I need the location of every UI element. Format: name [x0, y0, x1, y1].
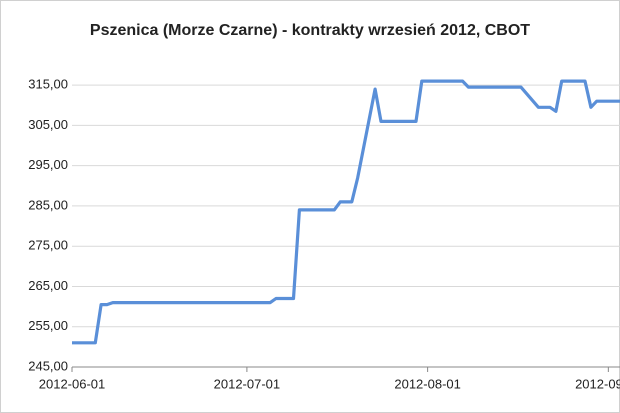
y-tick-label: 315,00	[28, 77, 68, 92]
x-tick-label: 2012-09-01	[575, 376, 620, 391]
chart-title: Pszenica (Morze Czarne) - kontrakty wrze…	[90, 22, 530, 39]
y-tick-label: 245,00	[28, 358, 68, 373]
y-tick-label: 305,00	[28, 117, 68, 132]
y-tick-label: 255,00	[28, 318, 68, 333]
y-tick-label: 275,00	[28, 238, 68, 253]
y-tick-label: 265,00	[28, 278, 68, 293]
x-tick-label: 2012-08-01	[394, 376, 461, 391]
x-tick-label: 2012-06-01	[39, 376, 106, 391]
y-tick-label: 285,00	[28, 197, 68, 212]
data-line	[72, 79, 620, 345]
x-tick-label: 2012-07-01	[214, 376, 281, 391]
y-tick-label: 295,00	[28, 157, 68, 172]
